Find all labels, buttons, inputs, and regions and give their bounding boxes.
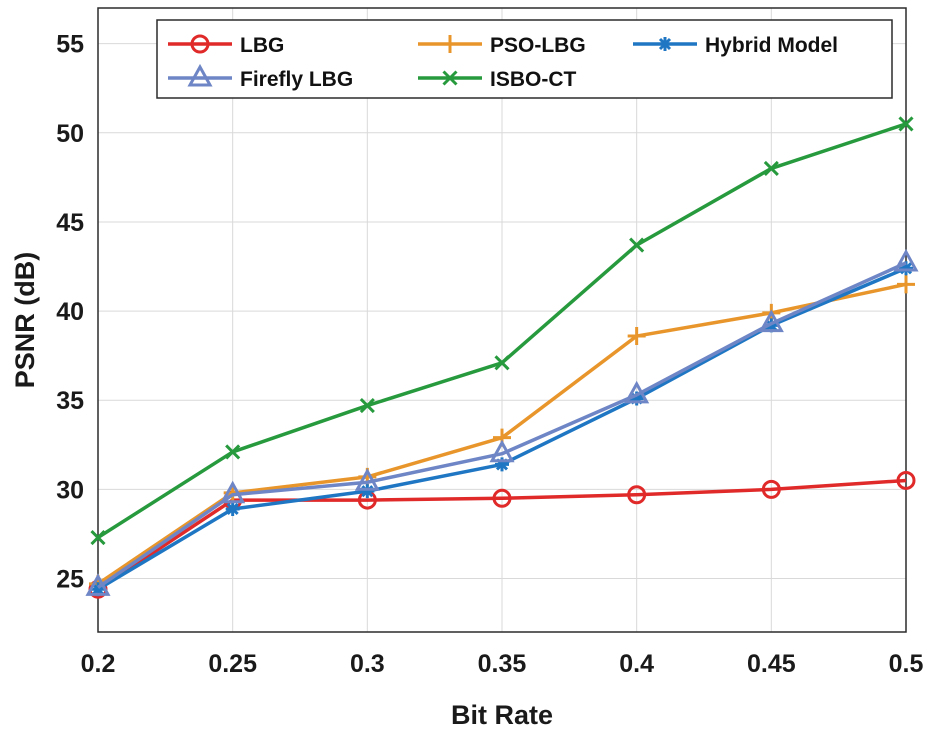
data-point-firefly-lbg <box>354 468 380 491</box>
legend-items: LBG PSO-LBG Hybrid Model Firefly LBG ISBO-CT <box>168 34 838 91</box>
legend-marker <box>441 35 459 53</box>
x-axis-title: Bit Rate <box>451 700 553 730</box>
data-point-firefly-lbg <box>489 439 515 463</box>
y-tick-label: 55 <box>56 31 84 59</box>
data-point-firefly-lbg <box>85 573 111 596</box>
data-point-lbg <box>627 485 647 505</box>
legend-label: Hybrid Model <box>705 34 838 57</box>
legend-marker <box>190 34 210 54</box>
y-tick-label: 50 <box>56 120 84 148</box>
x-tick-label: 0.45 <box>747 650 796 678</box>
series-layer <box>85 116 919 599</box>
data-point-hybrid-model <box>495 457 509 472</box>
y-tick-label: 40 <box>56 298 84 326</box>
y-tick-label: 45 <box>56 209 84 237</box>
data-point-isbo-ct <box>629 237 645 253</box>
legend-item-isbo-ct: ISBO-CT <box>418 68 577 91</box>
data-point-lbg <box>896 470 916 490</box>
data-point-hybrid-model <box>225 501 240 516</box>
data-point-isbo-ct <box>494 355 510 371</box>
x-tick-label: 0.5 <box>889 650 924 678</box>
data-point-pso-lbg <box>897 275 915 294</box>
data-point-hybrid-model <box>360 484 375 499</box>
series-line-firefly-lbg <box>97 261 907 589</box>
data-point-isbo-ct <box>898 116 914 132</box>
y-tick-label: 35 <box>56 387 84 415</box>
y-tick-label: 30 <box>56 476 84 504</box>
data-point-hybrid-model <box>899 261 913 276</box>
series-firefly-lbg <box>85 248 919 596</box>
data-point-firefly-lbg <box>624 380 650 404</box>
legend: LBG PSO-LBG Hybrid Model Firefly LBG ISBO-CT <box>156 19 893 99</box>
legend-label: Firefly LBG <box>240 68 353 91</box>
legend-marker <box>658 37 672 51</box>
y-axis-title: PSNR (dB) <box>10 252 40 389</box>
legend-item-lbg: LBG <box>168 34 284 57</box>
data-point-firefly-lbg <box>758 309 784 333</box>
data-point-lbg <box>492 488 512 508</box>
x-tick-label: 0.3 <box>350 650 385 678</box>
data-point-pso-lbg <box>627 327 646 346</box>
data-point-isbo-ct <box>763 160 779 177</box>
data-point-hybrid-model <box>91 582 105 597</box>
data-point-isbo-ct <box>359 398 375 414</box>
y-tick-labels: 25 30 35 40 45 50 55 <box>56 31 84 594</box>
data-point-isbo-ct <box>90 529 106 546</box>
legend-box <box>156 19 893 99</box>
x-tick-label: 0.2 <box>81 650 116 678</box>
y-tick-label: 25 <box>56 566 84 594</box>
data-point-lbg <box>761 479 781 499</box>
legend-marker <box>187 63 213 87</box>
legend-marker <box>442 70 458 86</box>
data-point-firefly-lbg <box>220 480 246 504</box>
data-point-firefly-lbg <box>893 248 919 272</box>
data-point-hybrid-model <box>629 391 644 406</box>
legend-label: LBG <box>240 34 284 57</box>
x-tick-labels: 0.2 0.25 0.3 0.35 0.4 0.45 0.5 <box>81 650 924 678</box>
legend-item-pso-lbg: PSO-LBG <box>418 34 586 57</box>
legend-item-hybrid-model: Hybrid Model <box>633 34 838 57</box>
series-isbo-ct <box>90 116 914 546</box>
x-tick-label: 0.25 <box>208 650 257 678</box>
data-point-isbo-ct <box>225 444 241 460</box>
plot-frame <box>97 7 907 633</box>
legend-item-firefly-lbg: Firefly LBG <box>168 63 353 91</box>
x-tick-label: 0.35 <box>478 650 527 678</box>
legend-label: PSO-LBG <box>490 34 586 57</box>
x-tick-label: 0.4 <box>619 650 654 678</box>
legend-label: ISBO-CT <box>490 68 577 91</box>
